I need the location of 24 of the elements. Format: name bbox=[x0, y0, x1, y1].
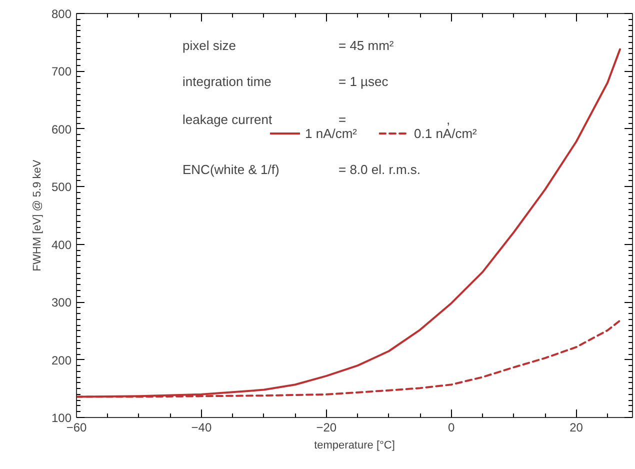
y-tick-label: 500 bbox=[51, 180, 72, 194]
annotation: = 8.0 el. r.m.s. bbox=[338, 162, 421, 177]
annotation: integration time bbox=[182, 74, 272, 89]
annotation: pixel size bbox=[182, 38, 236, 53]
x-tick-label: −40 bbox=[191, 420, 212, 434]
y-tick-label: 600 bbox=[51, 122, 72, 136]
y-tick-label: 800 bbox=[51, 7, 72, 21]
legend-label: 1 nA/cm² bbox=[305, 126, 358, 140]
y-tick-label: 200 bbox=[51, 353, 72, 368]
annotation: = bbox=[338, 112, 346, 127]
y-axis-title: FWHM [eV] @ 5.9 keV bbox=[31, 159, 44, 272]
annotation: ENC(white & 1/f) bbox=[182, 162, 280, 177]
annotation: leakage current bbox=[182, 112, 272, 127]
x-tick-label: 20 bbox=[570, 420, 584, 434]
annotation: = 45 mm² bbox=[338, 38, 394, 53]
x-axis-title: temperature [°C] bbox=[314, 440, 395, 452]
legend-label: 0.1 nA/cm² bbox=[414, 126, 477, 140]
y-tick-label: 400 bbox=[51, 238, 72, 252]
y-tick-label: 700 bbox=[51, 64, 72, 79]
x-tick-label: −20 bbox=[316, 420, 337, 434]
annotation: = 1 µsec bbox=[338, 74, 389, 89]
annotation: , bbox=[446, 112, 450, 127]
x-tick-label: 0 bbox=[448, 420, 455, 434]
y-tick-label: 300 bbox=[51, 296, 72, 310]
